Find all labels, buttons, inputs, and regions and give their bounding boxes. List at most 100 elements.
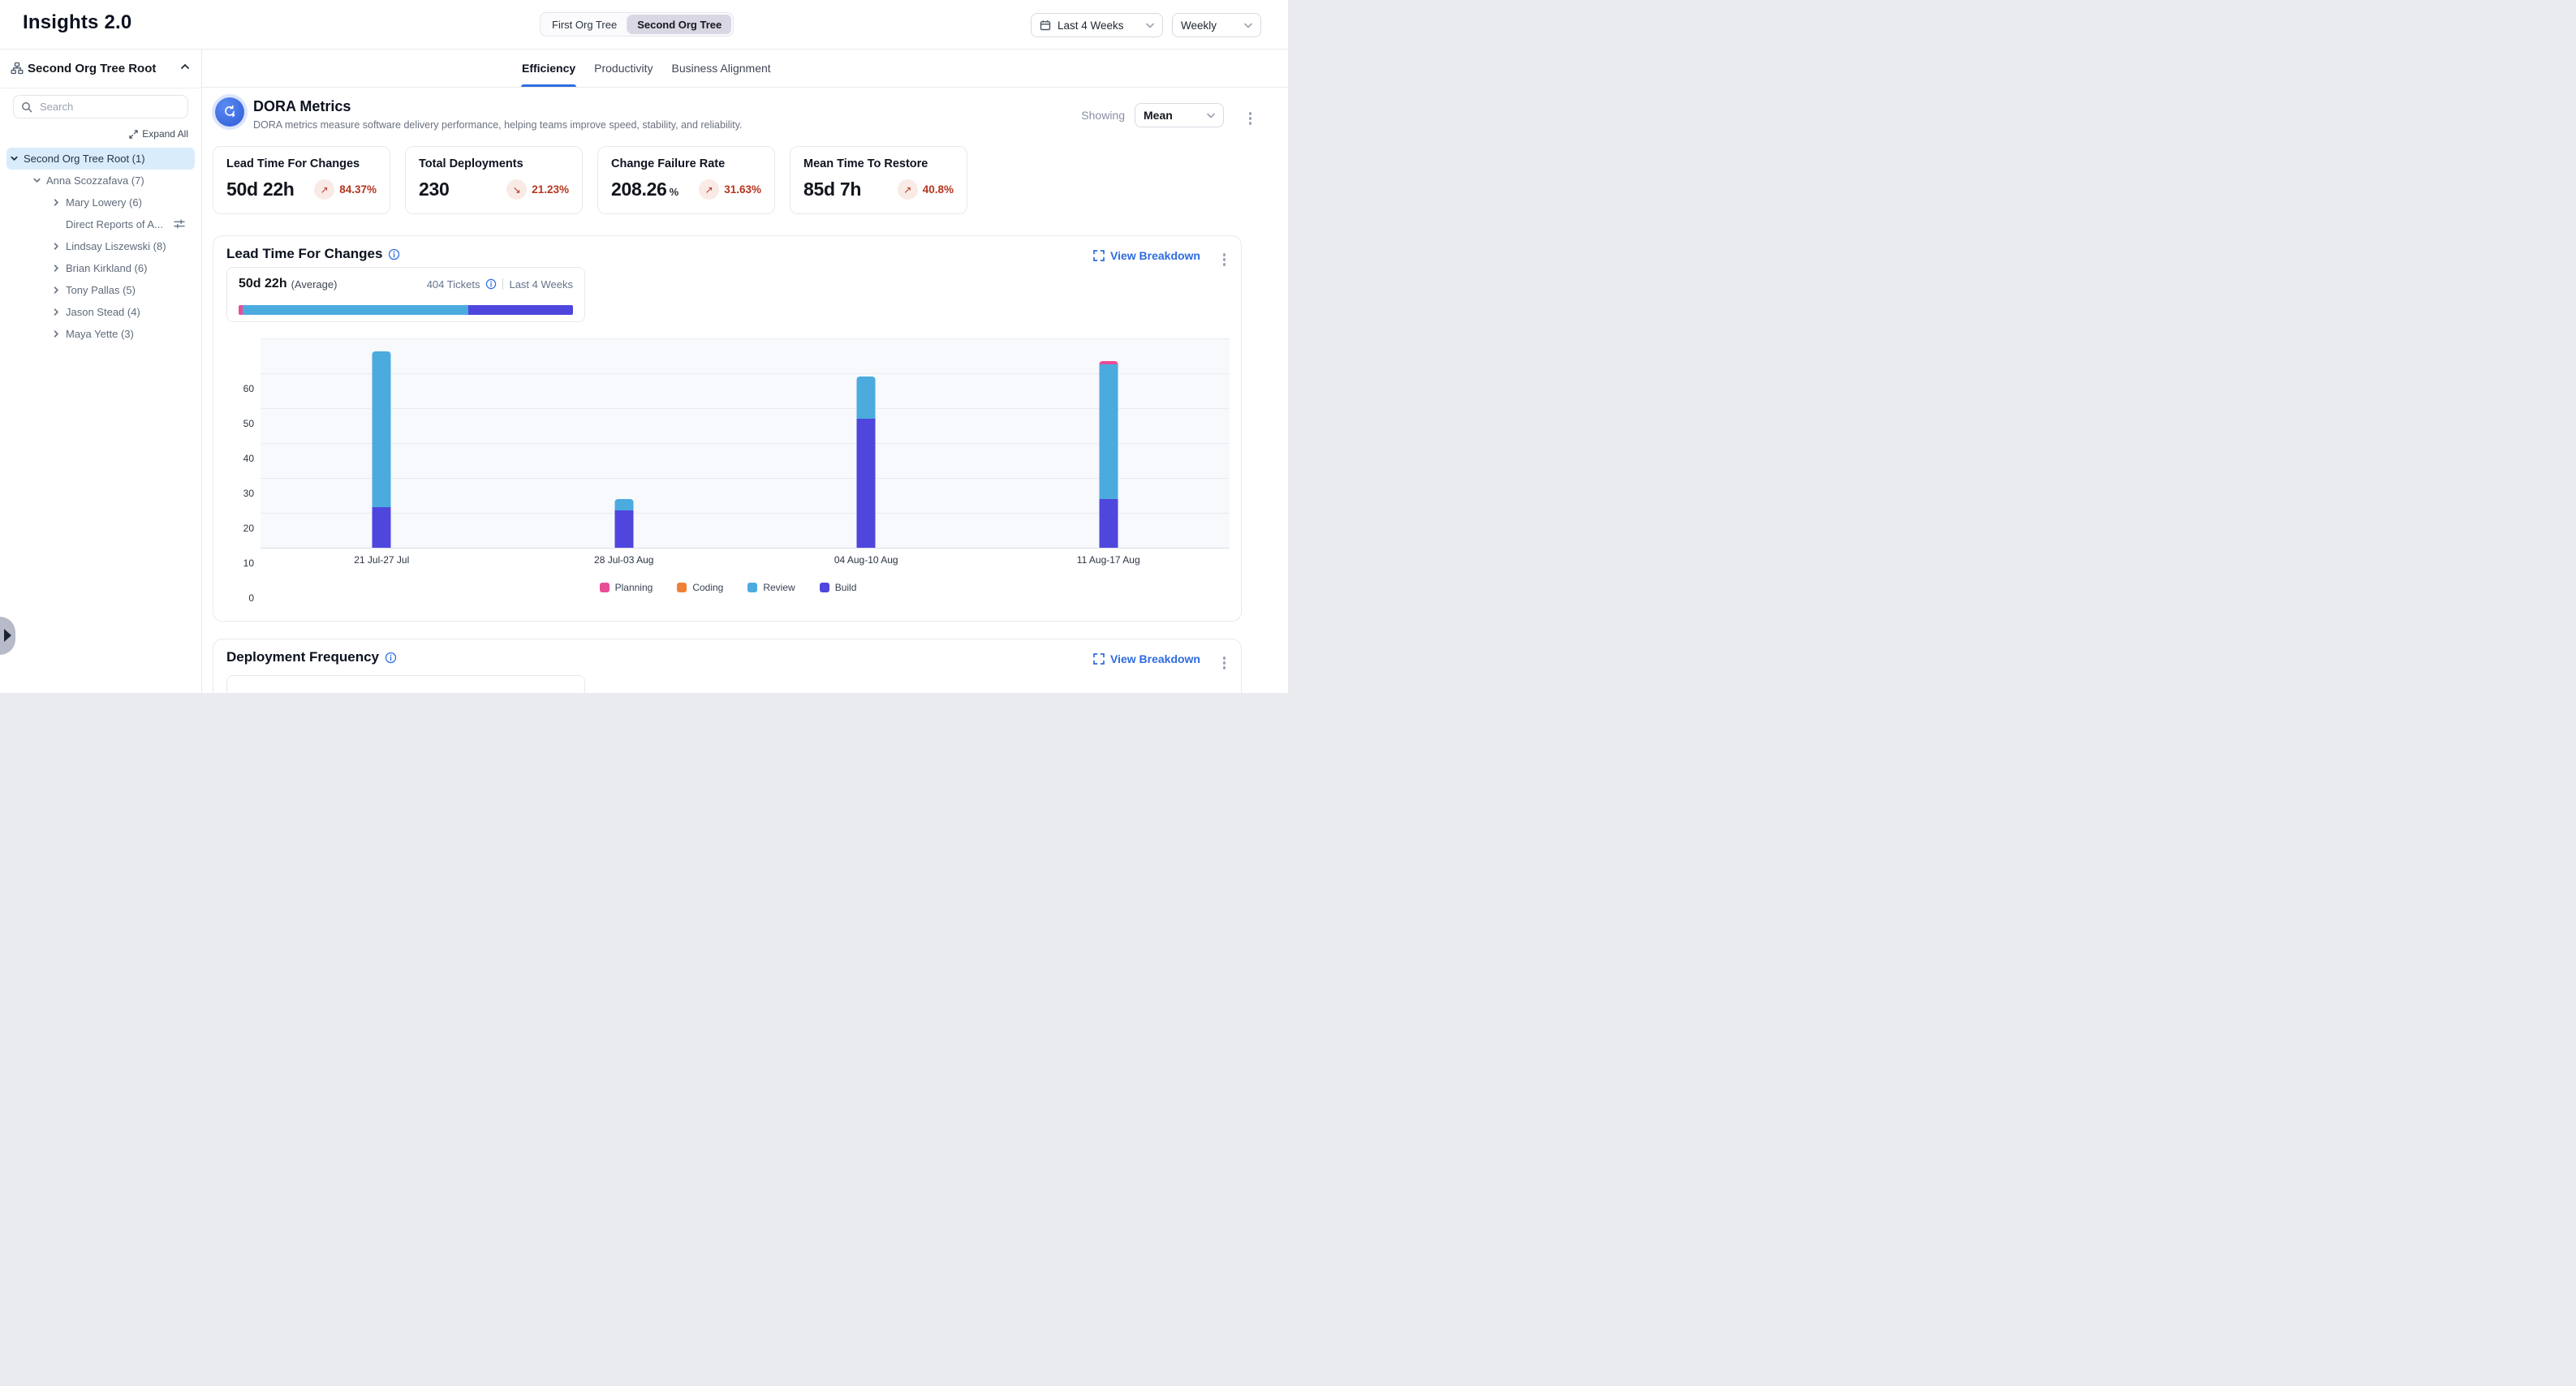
chart-legend: Planning Coding Review Build (226, 582, 1230, 593)
tree-item-tony-pallas[interactable]: Tony Pallas (5) (6, 279, 195, 301)
legend-label: Planning (614, 582, 653, 593)
gridline-40 (261, 408, 1230, 410)
tree-item-second-org-tree-root[interactable]: Second Org Tree Root (1) (6, 148, 195, 170)
chart-slot-04-aug-10-aug (745, 338, 988, 548)
lead-time-summary-box: 50d 22h (Average) 404 Tickets Last (226, 267, 585, 322)
main-tabbar: Efficiency Productivity Business Alignme… (201, 49, 1288, 88)
chevron-right-icon[interactable] (50, 329, 62, 338)
bar-segment-build (372, 506, 391, 548)
bar-segment-review (1099, 364, 1118, 499)
summary-period: Last 4 Weeks (509, 278, 573, 291)
stat-value-row: 230 ↘ 21.23% (419, 179, 569, 200)
x-tick-28-jul-03-aug: 28 Jul-03 Aug (594, 554, 654, 566)
lead-time-title-row: Lead Time For Changes (226, 246, 400, 262)
deployment-frequency-card: Deployment Frequency View Breakdown (213, 639, 1242, 693)
granularity-select[interactable]: Weekly (1172, 13, 1261, 37)
tree-item-label: Maya Yette (3) (66, 328, 134, 340)
tab-productivity[interactable]: Productivity (594, 61, 653, 75)
tickets-count: 404 Tickets (426, 278, 480, 291)
tree-item-brian-kirkland[interactable]: Brian Kirkland (6) (6, 257, 195, 279)
trend-arrow-up-icon: ↗ (699, 179, 720, 200)
bar-segment-planning (1099, 361, 1118, 365)
x-tick-04-aug-10-aug: 04 Aug-10 Aug (834, 554, 898, 566)
divider (502, 278, 504, 290)
showing-row: Showing Mean (1081, 103, 1224, 127)
sidebar-header: Second Org Tree Root (0, 49, 201, 88)
tree-item-label: Direct Reports of A... (66, 218, 163, 230)
trend-arrow-up-icon: ↗ (314, 179, 335, 200)
info-icon[interactable] (385, 652, 397, 664)
legend-item-review[interactable]: Review (747, 582, 795, 593)
y-tick-20: 20 (243, 523, 254, 534)
stat-title: Total Deployments (419, 157, 523, 170)
chevron-right-icon[interactable] (50, 286, 62, 295)
gridline-30 (261, 443, 1230, 444)
date-range-select[interactable]: Last 4 Weeks (1031, 13, 1163, 37)
stacked-bar-21-jul-27-jul[interactable] (372, 351, 391, 548)
tree-item-jason-stead[interactable]: Jason Stead (4) (6, 301, 195, 323)
chevron-right-icon[interactable] (50, 308, 62, 316)
insights-app: Insights 2.0 First Org Tree Second Org T… (0, 0, 1288, 693)
tree-item-mary-lowery[interactable]: Mary Lowery (6) (6, 192, 195, 213)
expand-all-button[interactable]: Expand All (129, 128, 188, 140)
info-icon[interactable] (485, 278, 497, 290)
search-icon (21, 101, 32, 113)
toggle-second-org-tree[interactable]: Second Org Tree (627, 15, 732, 34)
sidebar-collapse-chevron-icon[interactable] (180, 63, 190, 70)
tab-efficiency[interactable]: Efficiency (521, 49, 577, 87)
stacked-bar-28-jul-03-aug[interactable] (614, 498, 634, 548)
bar-segment-review (856, 377, 876, 419)
deployment-kebab-menu[interactable] (1221, 654, 1229, 672)
x-tick-11-aug-17-aug: 11 Aug-17 Aug (1076, 554, 1140, 566)
view-breakdown-label: View Breakdown (1109, 249, 1200, 262)
dora-metrics-icon (215, 97, 244, 127)
view-breakdown-label: View Breakdown (1109, 652, 1200, 665)
chevron-down-icon[interactable] (31, 176, 42, 185)
progress-segment-planning (239, 305, 243, 315)
stat-card-mean-time-to-restore: Mean Time To Restore 85d 7h ↗ 40.8% (790, 146, 967, 214)
sidebar-expand-handle[interactable] (0, 617, 15, 655)
stat-value: 85d 7h (803, 179, 862, 200)
bar-segment-review (372, 351, 391, 507)
org-chart-icon (11, 62, 24, 75)
search-input[interactable] (38, 100, 184, 114)
tree-item-label: Brian Kirkland (6) (66, 262, 148, 274)
tab-business-alignment[interactable]: Business Alignment (671, 61, 771, 75)
chevron-right-icon[interactable] (50, 198, 62, 207)
legend-item-build[interactable]: Build (819, 582, 856, 593)
tree-item-maya-yette[interactable]: Maya Yette (3) (6, 323, 195, 345)
stacked-bar-04-aug-10-aug[interactable] (856, 377, 876, 548)
chart-plot-area (261, 338, 1230, 549)
trend-indicator: ↗ 40.8% (897, 179, 954, 200)
stacked-bar-11-aug-17-aug[interactable] (1099, 361, 1118, 548)
sliders-icon[interactable] (174, 218, 185, 230)
x-tick-21-jul-27-jul: 21 Jul-27 Jul (354, 554, 410, 566)
lead-time-kebab-menu[interactable] (1221, 251, 1229, 269)
chevron-right-icon[interactable] (50, 264, 62, 273)
trend-percent: 21.23% (532, 183, 569, 196)
toggle-first-org-tree[interactable]: First Org Tree (552, 18, 618, 31)
y-tick-50: 50 (243, 418, 254, 429)
tree-item-label: Jason Stead (4) (66, 306, 140, 318)
chevron-right-icon[interactable] (50, 242, 62, 251)
legend-chip-review (747, 583, 758, 592)
deployment-summary-box (226, 675, 585, 693)
tree-item-anna-scozzafava[interactable]: Anna Scozzafava (7) (6, 170, 195, 192)
sidebar-search[interactable] (13, 95, 188, 118)
showing-mean-value: Mean (1144, 109, 1173, 122)
tree-item-lindsay-liszewski[interactable]: Lindsay Liszewski (8) (6, 235, 195, 257)
lead-time-view-breakdown[interactable]: View Breakdown (1093, 249, 1200, 262)
showing-mean-select[interactable]: Mean (1135, 103, 1224, 127)
stat-card-total-deployments: Total Deployments 230 ↘ 21.23% (405, 146, 583, 214)
chevron-down-icon[interactable] (8, 154, 19, 163)
expand-all-label: Expand All (142, 128, 188, 140)
info-icon[interactable] (388, 248, 400, 260)
legend-item-coding[interactable]: Coding (677, 582, 723, 593)
deployment-view-breakdown[interactable]: View Breakdown (1093, 652, 1200, 665)
legend-item-planning[interactable]: Planning (599, 582, 653, 593)
dora-kebab-menu[interactable] (1247, 110, 1255, 127)
chevron-down-icon (1207, 113, 1215, 118)
trend-percent: 40.8% (922, 183, 954, 196)
tree-item-direct-reports-of-a[interactable]: Direct Reports of A... (6, 213, 195, 235)
org-tree-sidebar: Second Org Tree Root Expand All Second O… (0, 49, 202, 693)
